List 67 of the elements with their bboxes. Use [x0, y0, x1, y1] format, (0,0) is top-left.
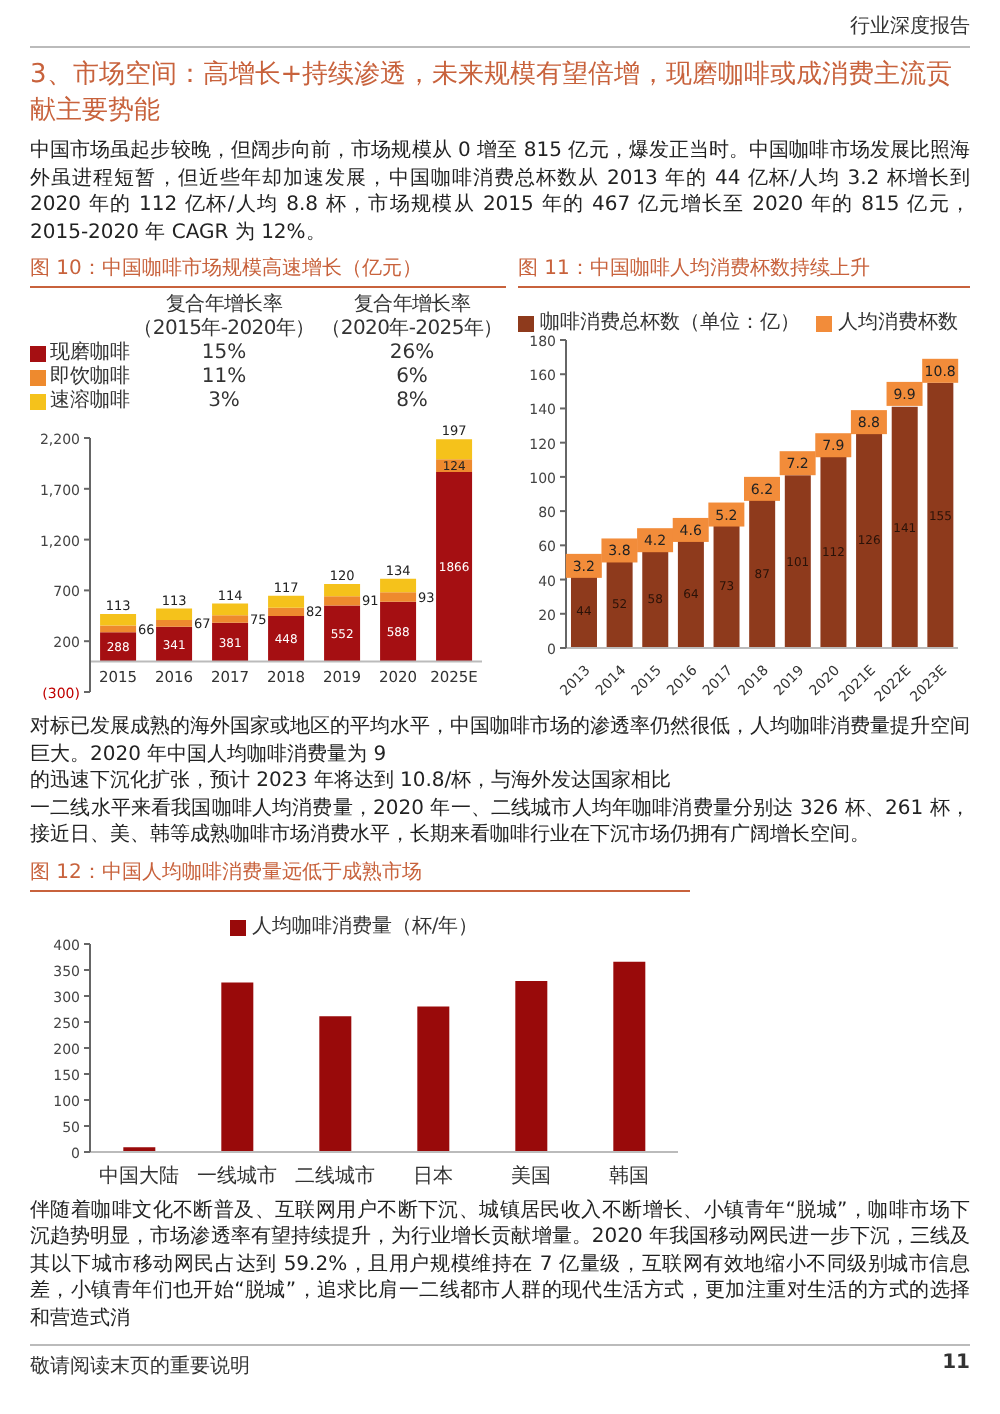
text: 8%	[394, 390, 430, 414]
text: （2020年-2025年）	[319, 318, 505, 342]
chart-title: 图 12：中国人均咖啡消费量远低于成熟市场	[30, 859, 690, 891]
text: 中国市场虽起步较晚，但阔步向前，市场规模从 0 增至 815 亿元，爆发正当时。中国咖啡市场发展比照海外虽进程短暂，但近些年却加速发展，中国咖啡消费总杯数从 2013 年的 44 亿杯/人均 3.2 杯增长到 2020 年的 112 亿杯/人均 8.8 杯，市场规模从 2015 年的 467 亿元增长至 2020 年的 815 亿元，2015-2020 年 CAGR 为 12%。	[30, 138, 970, 246]
bar	[319, 1015, 352, 1151]
text: （2015年-2020年）	[131, 318, 317, 342]
legend-label: 速溶咖啡	[50, 390, 130, 414]
bar	[268, 595, 305, 608]
bar	[713, 523, 740, 648]
bar	[784, 475, 811, 648]
bar	[268, 616, 305, 662]
bar	[324, 605, 361, 662]
bar	[820, 456, 847, 648]
bar	[436, 439, 473, 460]
text: 行业深度报告	[30, 12, 970, 48]
bar	[268, 607, 305, 616]
text: 11	[942, 1352, 970, 1378]
bar	[212, 615, 249, 623]
bar	[100, 614, 137, 626]
x-tick-label: 一线城市	[197, 1163, 277, 1188]
legend-label: 人均消费杯数	[838, 312, 958, 336]
bar	[749, 499, 776, 648]
bar	[221, 981, 254, 1151]
bar	[156, 608, 193, 621]
bar	[380, 601, 417, 662]
bar	[515, 979, 548, 1151]
text: 伴随着咖啡文化不断普及、互联网用户不断下沉、城镇居民收入不断增长、小镇青年“脱城”，咖啡市场下沉趋势明显，市场渗透率有望持续提升，为行业增长贡献增量。2020 年我国移动网民进一步下沉，三线及其以下城市移动网民占达到 59.2%，且用户规模维持在 7 亿量级，互联网有效地缩小不同级别城市信息差，小镇青年们也开始“脱城”，追求比肩一二线都市人群的现代生活方式，更加注重对生活的方式的选择和营造式消	[30, 1197, 970, 1332]
text: 15%	[199, 342, 249, 366]
text: 3、市场空间：高增长+持续渗透，未来规模有望倍增，现磨咖啡或成消费主流贡献主要势能	[30, 58, 955, 130]
bar	[100, 625, 137, 633]
bar	[856, 432, 883, 648]
bar	[324, 596, 361, 606]
bar	[436, 471, 473, 662]
legend-label: 人均咖啡消费量（杯/年）	[251, 915, 479, 939]
text: 6%	[394, 366, 430, 390]
bar	[606, 559, 633, 648]
legend-label: 现磨咖啡	[50, 342, 130, 365]
chart-title: 图 10：中国咖啡市场规模高速增长（亿元）	[30, 256, 506, 288]
bar	[642, 548, 669, 648]
x-tick-label: 中国大陆	[99, 1163, 179, 1188]
text: 11%	[199, 366, 249, 390]
text: 复合年增长率	[351, 294, 473, 318]
bar	[380, 592, 417, 602]
x-tick-label: 二线城市	[295, 1163, 375, 1188]
bar	[212, 603, 249, 616]
bar	[380, 578, 417, 593]
x-tick-label: 日本	[413, 1163, 453, 1188]
text: 对标已发展成熟的海外国家或地区的平均水平，中国咖啡市场的渗透率仍然很低，人均咖啡消费量提升空间巨大。2020 年中国人均咖啡消费量为 9	[30, 714, 970, 768]
bar	[324, 584, 361, 597]
text: 复合年增长率	[163, 294, 285, 318]
x-tick-label: 美国	[511, 1163, 551, 1188]
text: 敬请阅读末页的重要说明	[30, 1353, 250, 1380]
chart-title: 图 11：中国咖啡人均消费杯数持续上升	[518, 256, 970, 288]
bar	[613, 960, 646, 1151]
text: 26%	[387, 342, 437, 366]
bar	[677, 538, 704, 648]
bar	[927, 382, 954, 648]
bar	[156, 626, 193, 662]
text: 一二线水平来看我国咖啡人均消费量，2020 年一、二线城市人均年咖啡消费量分别达 326 杯、261 杯，接近日、美、韩等成熟咖啡市场消费水平，长期来看咖啡行业在下沉市场仍拥有广阔增长空间。	[30, 795, 970, 849]
legend-label: 咖啡消费总杯数（单位：亿）	[540, 312, 800, 335]
text: 3%	[206, 390, 242, 414]
text: 的迅速下沉化扩张，预计 2023 年将达到 10.8/杯，与海外发达国家相比	[30, 768, 674, 795]
bar	[156, 620, 193, 627]
legend-label: 即饮咖啡	[50, 366, 130, 389]
bar	[891, 406, 918, 648]
bar	[417, 1005, 450, 1151]
x-tick-label: 韩国	[609, 1163, 649, 1188]
